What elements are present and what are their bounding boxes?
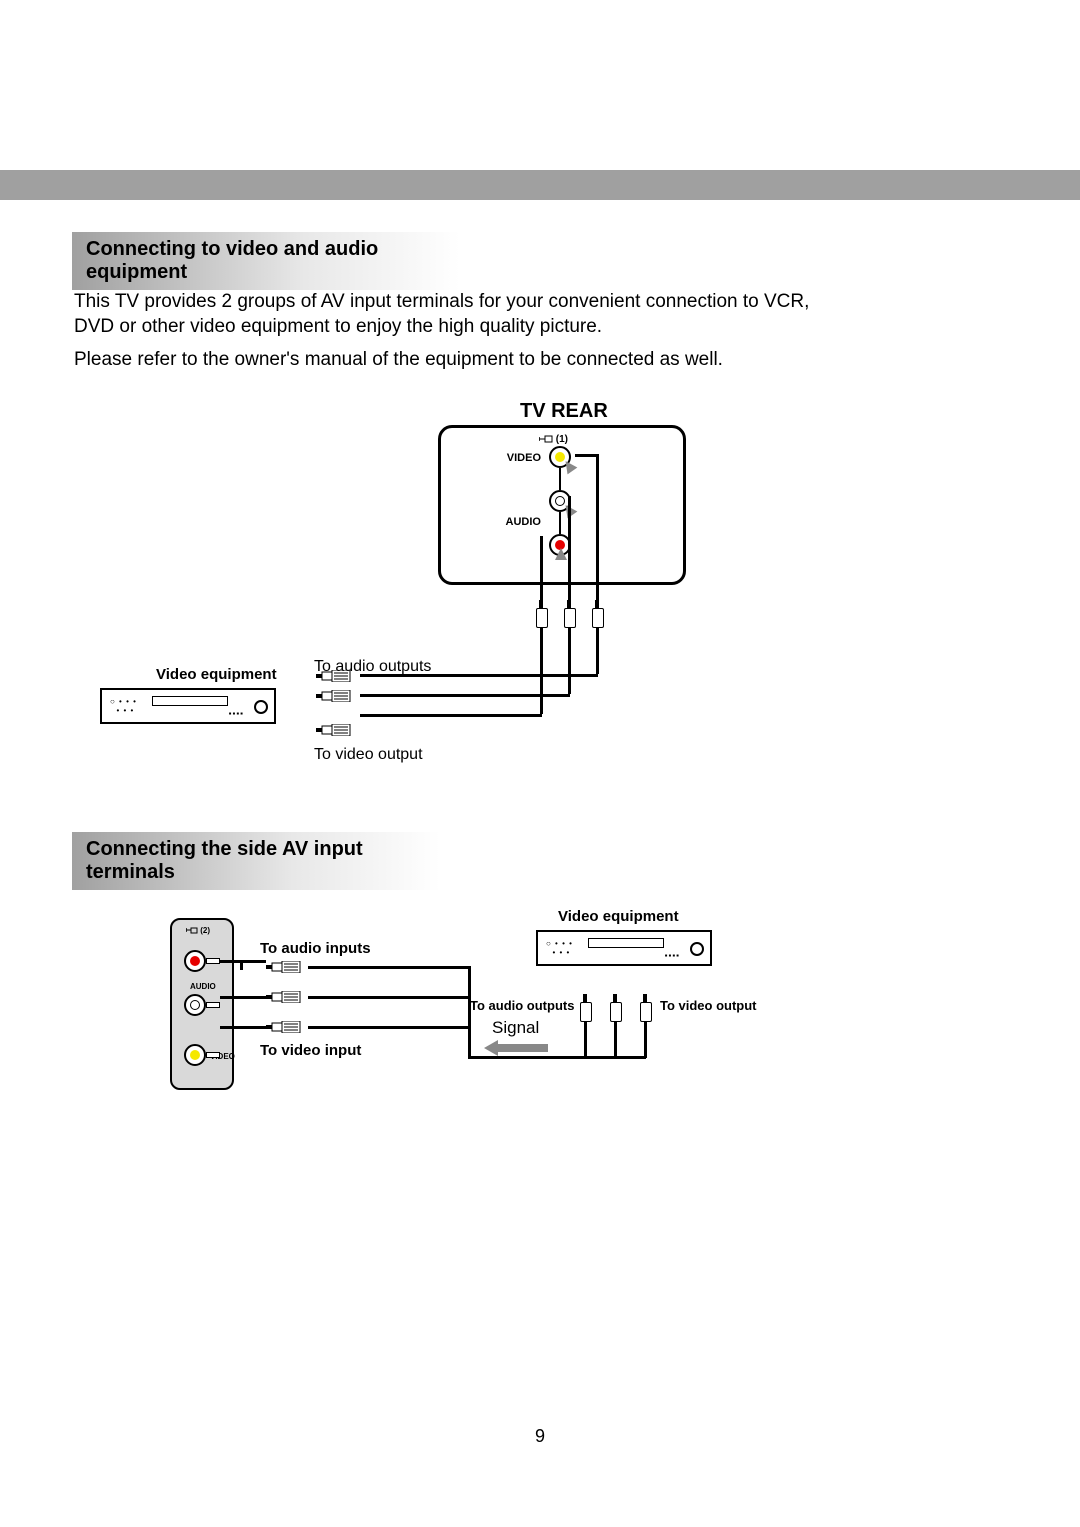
rca-plug-3 bbox=[592, 600, 602, 628]
cable-down3 bbox=[596, 628, 599, 674]
to-audio-outputs-label-1: To audio outputs bbox=[314, 658, 431, 676]
rca-plug-2 bbox=[564, 600, 574, 628]
paragraph-2: Please refer to the owner's manual of th… bbox=[74, 348, 774, 373]
audio-jack-label: AUDIO bbox=[499, 516, 541, 528]
jack-tail-2 bbox=[206, 1002, 220, 1008]
d2-long2 bbox=[308, 996, 468, 999]
jack-tail-1 bbox=[206, 958, 220, 964]
video-equipment-label-1: Video equipment bbox=[156, 666, 277, 683]
side-video-jack bbox=[184, 1044, 206, 1066]
section-heading-2: Connecting the side AV input terminals bbox=[72, 832, 440, 890]
side-audio-red-jack bbox=[184, 950, 206, 972]
d2-long1 bbox=[308, 966, 468, 969]
group-label-1: (1) bbox=[539, 434, 568, 445]
d2-long3 bbox=[308, 1026, 468, 1029]
to-audio-outputs-label-2: To audio outputs bbox=[470, 998, 574, 1013]
jack-tail-3 bbox=[206, 1052, 220, 1058]
jack-link-line-2 bbox=[559, 512, 561, 534]
signal-label: Signal bbox=[492, 1018, 539, 1038]
d2-cable-l1b bbox=[240, 960, 243, 970]
cable-across2 bbox=[360, 694, 570, 697]
d2-cable-l2a bbox=[220, 996, 266, 999]
vcr-device-2: ○ • • • • • • ▪▪▪▪ bbox=[536, 930, 712, 966]
cable-down1 bbox=[540, 628, 543, 714]
signal-arrow bbox=[496, 1044, 548, 1052]
vcr-device-1: ○ • • • • • • ▪▪▪▪ bbox=[100, 688, 276, 724]
cable-h3 bbox=[575, 454, 597, 457]
video-jack-label: VIDEO bbox=[499, 452, 541, 464]
d2-cable-l1a bbox=[220, 960, 266, 963]
d2-up1 bbox=[584, 1020, 587, 1058]
tv-rear-panel: (1) VIDEO AUDIO bbox=[438, 425, 686, 585]
arrow-into-audio-red bbox=[555, 548, 567, 560]
d2-up2 bbox=[614, 1020, 617, 1058]
side-audio-white-jack bbox=[184, 994, 206, 1016]
rca-plug-r3 bbox=[640, 994, 650, 1022]
to-audio-inputs-label: To audio inputs bbox=[260, 940, 371, 957]
d2-up3 bbox=[644, 1020, 647, 1058]
mini-plug-3 bbox=[316, 723, 356, 735]
header-bar bbox=[0, 170, 1080, 200]
rca-plug-r2 bbox=[610, 994, 620, 1022]
d2-bottom bbox=[468, 1056, 646, 1059]
group-label-2: (2) bbox=[186, 926, 210, 935]
cable-v1 bbox=[540, 536, 543, 600]
tv-rear-title: TV REAR bbox=[520, 400, 608, 423]
to-video-output-label-2: To video output bbox=[660, 998, 757, 1013]
section-heading-1: Connecting to video and audio equipment bbox=[72, 232, 460, 290]
mini-plug-l2 bbox=[266, 990, 306, 1002]
rca-plug-1 bbox=[536, 600, 546, 628]
d2-cable-l3a bbox=[220, 1026, 266, 1029]
mini-plug-l1 bbox=[266, 960, 306, 972]
cable-v2 bbox=[568, 496, 571, 600]
mini-plug-2 bbox=[316, 689, 356, 701]
side-av-panel: (2) AUDIO VIDEO bbox=[170, 918, 234, 1090]
diagram-side-av: (2) AUDIO VIDEO To audio inputs To video… bbox=[170, 900, 790, 1100]
jack-link-line bbox=[559, 468, 561, 490]
rca-plug-r1 bbox=[580, 994, 590, 1022]
cable-down2 bbox=[568, 628, 571, 694]
cable-across1 bbox=[360, 714, 542, 717]
to-video-input-label: To video input bbox=[260, 1042, 361, 1059]
video-equipment-label-2: Video equipment bbox=[558, 908, 679, 925]
mini-plug-l3 bbox=[266, 1020, 306, 1032]
diagram-rear-av: TV REAR (1) VIDEO AUDIO bbox=[80, 400, 720, 800]
cable-v3 bbox=[596, 454, 599, 600]
page-number: 9 bbox=[0, 1426, 1080, 1447]
to-video-output-label-1: To video output bbox=[314, 746, 423, 764]
paragraph-1: This TV provides 2 groups of AV input te… bbox=[74, 290, 834, 339]
side-audio-label: AUDIO bbox=[190, 982, 216, 991]
